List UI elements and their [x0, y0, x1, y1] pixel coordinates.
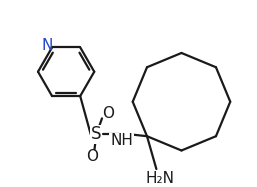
Text: O: O	[103, 106, 115, 121]
Text: S: S	[91, 125, 102, 143]
Text: N: N	[42, 38, 53, 53]
Text: H₂N: H₂N	[146, 171, 175, 186]
Text: O: O	[87, 149, 99, 164]
Text: NH: NH	[110, 133, 133, 148]
